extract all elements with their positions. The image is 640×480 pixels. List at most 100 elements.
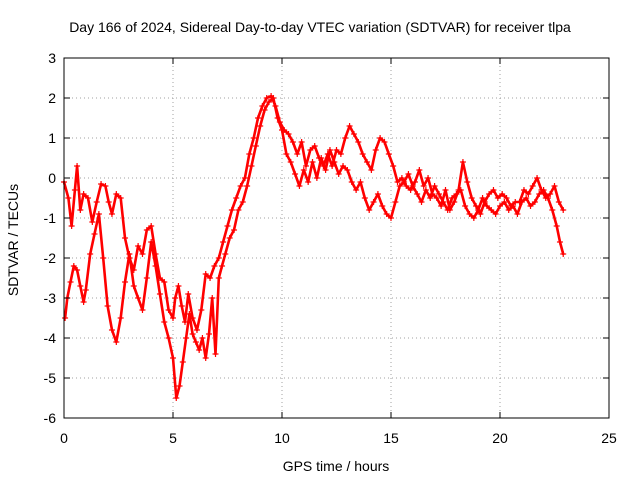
x-axis-label: GPS time / hours — [283, 458, 390, 474]
data-point-marker — [346, 123, 353, 129]
data-point-marker — [368, 167, 375, 173]
data-point-marker — [337, 151, 344, 157]
y-tick-label: -3 — [44, 290, 57, 306]
data-point-marker — [518, 199, 525, 205]
data-point-marker — [425, 175, 432, 181]
data-point-marker — [224, 223, 231, 229]
data-point-marker — [490, 187, 497, 193]
data-point-marker — [335, 171, 342, 177]
data-point-marker — [183, 335, 190, 341]
data-point-marker — [398, 175, 405, 181]
data-point-marker — [215, 255, 222, 261]
data-point-marker — [394, 179, 401, 185]
data-point-marker — [192, 339, 199, 345]
data-point-marker — [179, 359, 186, 365]
data-point-marker — [401, 179, 408, 185]
data-point-marker — [294, 151, 301, 157]
data-point-marker — [560, 207, 567, 213]
data-point-marker — [438, 203, 445, 209]
data-point-marker — [220, 239, 227, 245]
data-point-marker — [252, 143, 259, 149]
chart-title: Day 166 of 2024, Sidereal Day-to-day VTE… — [69, 19, 571, 35]
data-point-marker — [65, 195, 72, 201]
data-point-marker — [366, 207, 373, 213]
data-point-marker — [289, 139, 296, 145]
data-point-marker — [420, 183, 427, 189]
data-point-marker — [80, 191, 87, 197]
data-point-marker — [307, 147, 314, 153]
data-point-marker — [250, 135, 257, 141]
data-point-marker — [148, 223, 155, 229]
data-point-marker — [68, 223, 75, 229]
data-point-marker — [379, 203, 386, 209]
data-point-marker — [385, 151, 392, 157]
data-point-marker — [479, 195, 486, 201]
data-point-marker — [525, 191, 532, 197]
data-point-marker — [390, 163, 397, 169]
data-point-marker — [392, 199, 399, 205]
data-point-marker — [492, 211, 499, 217]
data-point-marker — [457, 187, 464, 193]
data-point-marker — [199, 335, 206, 341]
x-tick-label: 20 — [492, 430, 508, 446]
data-point-marker — [409, 183, 416, 189]
data-point-marker — [405, 171, 412, 177]
data-point-marker — [403, 183, 410, 189]
data-point-marker — [357, 179, 364, 185]
data-point-marker — [222, 251, 229, 257]
data-point-marker — [494, 195, 501, 201]
data-point-marker — [172, 295, 179, 301]
data-point-marker — [483, 203, 490, 209]
data-point-marker — [104, 303, 111, 309]
data-point-marker — [333, 147, 340, 153]
data-point-marker — [100, 255, 107, 261]
data-point-marker — [427, 195, 434, 201]
data-point-marker — [189, 331, 196, 337]
data-point-marker — [231, 227, 238, 233]
data-point-marker — [108, 327, 115, 333]
data-point-marker — [126, 251, 133, 257]
y-tick-label: 3 — [48, 50, 56, 66]
data-point-marker — [175, 283, 182, 289]
data-point-marker — [370, 199, 377, 205]
data-point-marker — [374, 191, 381, 197]
data-point-marker — [340, 163, 347, 169]
data-point-marker — [475, 207, 482, 213]
data-point-marker — [257, 123, 264, 129]
data-point-marker — [108, 211, 115, 217]
data-point-marker — [486, 191, 493, 197]
y-tick-label: -2 — [44, 250, 57, 266]
data-point-marker — [207, 275, 214, 281]
data-point-marker — [95, 211, 102, 217]
data-point-marker — [298, 139, 305, 145]
data-point-marker — [263, 95, 270, 101]
data-point-marker — [560, 251, 567, 257]
data-point-marker — [77, 207, 84, 213]
data-point-marker — [215, 275, 222, 281]
data-point-marker — [283, 151, 290, 157]
data-point-marker — [226, 235, 233, 241]
data-point-marker — [98, 181, 105, 187]
data-point-marker — [77, 283, 84, 289]
data-point-marker — [551, 183, 558, 189]
data-point-marker — [219, 263, 226, 269]
data-point-marker — [505, 207, 512, 213]
data-point-marker — [422, 187, 429, 193]
data-point-marker — [87, 251, 94, 257]
data-point-marker — [117, 195, 124, 201]
data-point-marker — [130, 283, 137, 289]
y-tick-label: 0 — [48, 170, 56, 186]
data-point-marker — [431, 183, 438, 189]
data-point-marker — [198, 307, 205, 313]
data-point-marker — [523, 195, 530, 201]
y-tick-label: -5 — [44, 370, 57, 386]
data-point-marker — [285, 131, 292, 137]
y-tick-label: -4 — [44, 330, 57, 346]
data-point-marker — [449, 195, 456, 201]
data-point-marker — [148, 239, 155, 245]
data-point-marker — [536, 191, 543, 197]
data-point-marker — [165, 307, 172, 313]
series-layer — [61, 93, 567, 401]
data-point-marker — [313, 175, 320, 181]
data-point-marker — [241, 175, 248, 181]
